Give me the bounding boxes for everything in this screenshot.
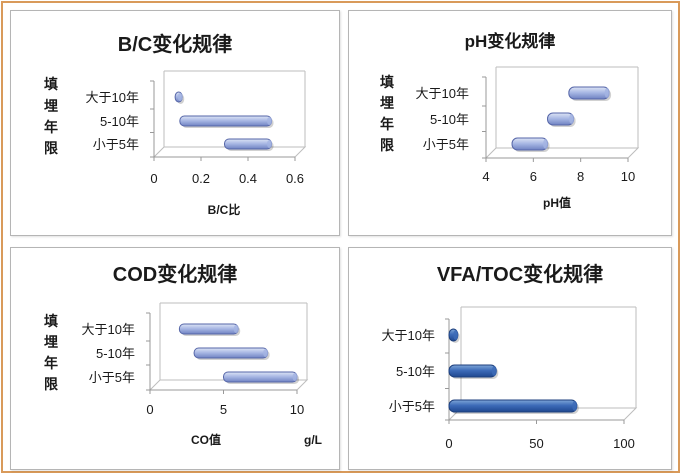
x-tick-label: 0.6 <box>286 171 304 186</box>
x-tick-label: 4 <box>482 169 489 184</box>
bar-cap <box>263 349 269 357</box>
category-label: 5-10年 <box>430 112 469 127</box>
category-label: 5-10年 <box>96 346 135 361</box>
x-tick-label: 0.2 <box>192 171 210 186</box>
x-tick-label: 10 <box>290 402 304 417</box>
back-wall-left <box>485 67 497 159</box>
x-tick-label: 50 <box>529 436 543 451</box>
x-tick-label: 0 <box>146 402 153 417</box>
x-tick-label: 10 <box>621 169 635 184</box>
category-label: 5-10年 <box>100 114 139 129</box>
bar-cap <box>453 330 459 340</box>
bar <box>224 138 272 150</box>
category-label: 小于5年 <box>93 137 139 152</box>
category-label: 小于5年 <box>389 399 435 414</box>
bar-cap <box>604 88 610 98</box>
back-wall-left <box>149 303 161 391</box>
floor-edge <box>160 379 309 391</box>
x-tick-label: 8 <box>577 169 584 184</box>
chart-panel-cod: COD变化规律大于10年 5-10年小于5年 0 5 10 CO值 g/L 填埋年限 <box>10 247 340 470</box>
bar <box>223 371 298 383</box>
chart-title: VFA/TOC变化规律 <box>437 262 603 286</box>
bar-cap <box>177 93 183 101</box>
category-label: 大于10年 <box>382 328 435 343</box>
bar <box>178 323 239 335</box>
category-label: 小于5年 <box>423 137 469 152</box>
category-label: 5-10年 <box>396 364 435 379</box>
category-label: 小于5年 <box>89 370 135 385</box>
x-axis-label: pH值 <box>543 195 571 210</box>
y-axis-label: 填埋年限 <box>44 313 58 392</box>
category-label: 大于10年 <box>86 90 139 105</box>
bar <box>448 364 497 378</box>
x-axis-label: CO值 <box>191 432 221 447</box>
bar-cap <box>543 139 549 149</box>
chart-panel-ph: pH变化规律大于10年 5-10年小于5年 4 6 8 10 pH值 填埋年限 <box>348 10 672 236</box>
bar-cap <box>292 373 298 381</box>
chart-panel-vfa-toc: VFA/TOC变化规律大于10年 5-10年小于5年 0 50 100 <box>348 247 672 470</box>
x-tick-label: 6 <box>530 169 537 184</box>
x-axis-label: B/C比 <box>208 202 241 217</box>
y-axis-label: 填埋年限 <box>380 74 394 153</box>
y-axis-label: 填埋年限 <box>44 76 58 156</box>
bar-cap <box>267 140 272 148</box>
bar <box>448 399 578 413</box>
x-tick-label: 5 <box>220 402 227 417</box>
bar-cap <box>569 114 575 124</box>
chart-title: B/C变化规律 <box>118 32 232 56</box>
x-tick-label: 0.4 <box>239 171 257 186</box>
bar <box>193 347 269 359</box>
chart-title: COD变化规律 <box>113 262 237 286</box>
bar <box>179 115 273 127</box>
bar <box>511 137 549 151</box>
bar-cap <box>267 117 272 125</box>
category-label: 大于10年 <box>416 86 469 101</box>
chart-title: pH变化规律 <box>465 31 556 51</box>
category-label: 大于10年 <box>82 322 135 337</box>
x-tick-label: 0 <box>150 171 157 186</box>
x-tick-label: 100 <box>613 436 635 451</box>
x-tick-label: 0 <box>445 436 452 451</box>
bar <box>568 86 610 100</box>
back-wall-left <box>153 71 165 158</box>
chart-panel-bc: B/C变化规律大于10年 5-10年小于5年 0 0.2 0.4 0.6 B/C比 填埋年限 <box>10 10 340 236</box>
floor-edge <box>164 146 307 158</box>
bar-cap <box>233 325 239 333</box>
bar-cap <box>572 401 578 411</box>
bar-cap <box>491 366 497 376</box>
unit-label: g/L <box>304 433 322 447</box>
